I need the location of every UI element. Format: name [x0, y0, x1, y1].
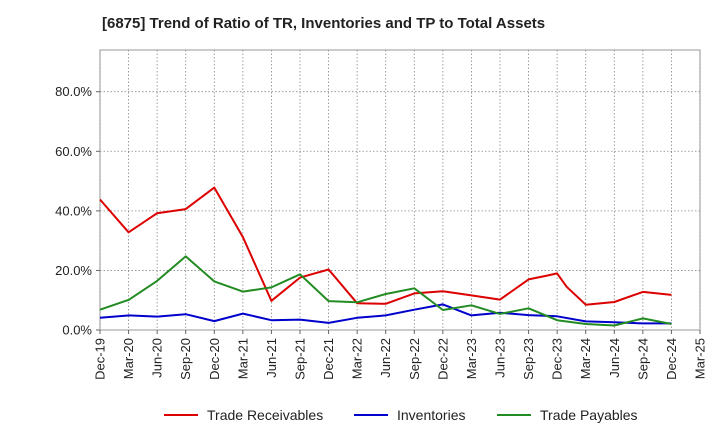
x-tick-label: Jun-24: [607, 338, 622, 378]
x-tick-label: Sep-20: [178, 338, 193, 380]
x-tick-label: Mar-22: [350, 338, 365, 379]
x-tick-label: Mar-20: [121, 338, 136, 379]
plot-area: [99, 49, 701, 331]
x-tick-label: Sep-23: [521, 338, 536, 380]
x-tick-label: Jun-23: [493, 338, 508, 378]
y-axis-ticks: 0.0% 20.0% 40.0% 60.0% 80.0%: [55, 84, 100, 338]
x-tick-label: Dec-19: [93, 338, 108, 380]
legend-swatch-green: [497, 414, 531, 416]
chart-title: [6875] Trend of Ratio of TR, Inventories…: [102, 15, 546, 32]
x-tick-label: Sep-22: [407, 338, 422, 380]
x-tick-label: Dec-21: [321, 338, 336, 380]
x-tick-label: Mar-21: [235, 338, 250, 379]
grid-lines: [99, 50, 701, 330]
x-tick-label: Sep-21: [293, 338, 308, 380]
x-tick-label: Jun-22: [378, 338, 393, 378]
x-tick-label: Mar-24: [578, 338, 593, 379]
y-tick-label: 60.0%: [55, 144, 92, 159]
y-tick-label: 40.0%: [55, 203, 92, 218]
x-tick-label: Sep-24: [635, 338, 650, 380]
legend-item-trade-payables: Trade Payables: [497, 404, 638, 426]
legend-swatch-red: [164, 414, 198, 416]
x-tick-label: Mar-23: [464, 338, 479, 379]
series-line-trade-payables: [99, 255, 672, 327]
legend-label: Trade Receivables: [207, 407, 324, 423]
y-tick-label: 0.0%: [62, 323, 92, 338]
x-tick-label: Dec-23: [550, 338, 565, 380]
series-line-inventories: [99, 303, 672, 325]
x-tick-label: Mar-25: [693, 338, 708, 379]
x-tick-label: Jun-20: [150, 338, 165, 378]
y-tick-label: 20.0%: [55, 263, 92, 278]
legend-swatch-blue: [354, 414, 388, 416]
legend-label: Inventories: [397, 407, 466, 423]
legend-item-trade-receivables: Trade Receivables: [164, 404, 323, 426]
series-line-trade-receivables: [99, 186, 672, 306]
legend-item-inventories: Inventories: [354, 404, 465, 426]
x-axis-ticks: Dec-19 Mar-20 Jun-20 Sep-20 Dec-20 Mar-21 Jun-…: [93, 330, 708, 380]
x-tick-label: Dec-24: [664, 338, 679, 380]
series-lines: [99, 186, 672, 327]
x-tick-label: Dec-22: [435, 338, 450, 380]
y-tick-label: 80.0%: [55, 84, 92, 99]
legend: Trade Receivables Inventories Trade Paya…: [0, 404, 720, 426]
x-tick-label: Jun-21: [264, 338, 279, 378]
x-tick-label: Dec-20: [207, 338, 222, 380]
line-chart: 0.0% 20.0% 40.0% 60.0% 80.0% Dec-19 Mar-20 Jun…: [55, 49, 708, 380]
legend-label: Trade Payables: [540, 407, 638, 423]
